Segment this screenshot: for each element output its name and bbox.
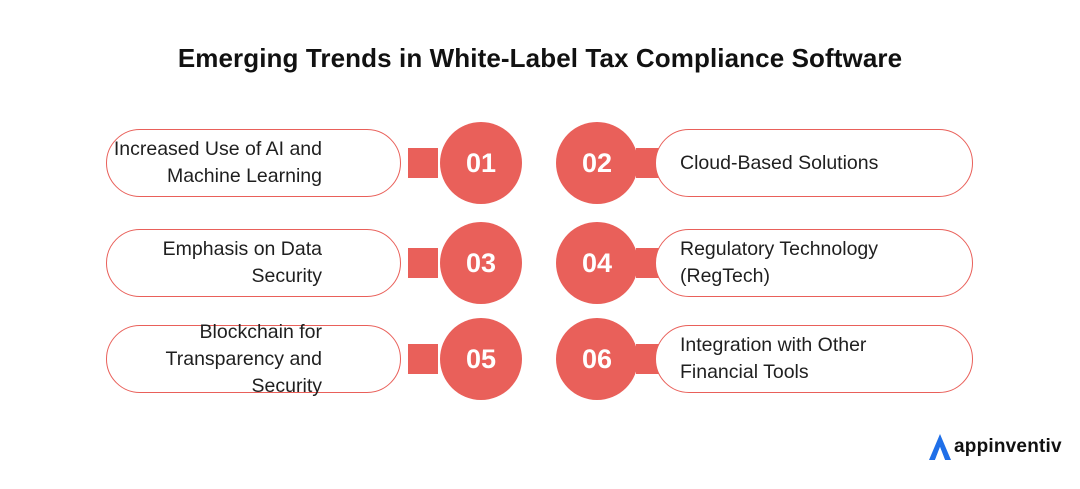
connector-05 [408,344,438,374]
trend-label-02: Cloud-Based Solutions [680,151,879,174]
trend-card-02: Cloud-Based Solutions [655,129,973,197]
trend-label-05: Blockchain for Transparency and Security [165,320,322,397]
trend-label-03: Emphasis on Data Security [162,238,322,287]
brand-logo: appinventiv [928,432,1062,462]
logo-text: appinventiv [954,436,1062,457]
trend-card-01: Increased Use of AI and Machine Learning [106,129,401,197]
trend-number-03: 03 [440,222,522,304]
trend-number-02: 02 [556,122,638,204]
trend-number-05: 05 [440,318,522,400]
trend-number-04: 04 [556,222,638,304]
trend-label-06: Integration with Other Financial Tools [680,334,867,383]
trend-card-05: Blockchain for Transparency and Security [106,321,401,397]
trend-card-06: Integration with Other Financial Tools [655,325,973,393]
page-title: Emerging Trends in White-Label Tax Compl… [177,43,903,73]
connector-01 [408,148,438,178]
appinventiv-logo-icon [928,433,952,461]
trend-label-01: Increased Use of AI and Machine Learning [113,138,322,187]
trend-number-06: 06 [556,318,638,400]
trend-card-03: Emphasis on Data Security [106,229,401,297]
connector-03 [408,248,438,278]
trend-label-04: Regulatory Technology (RegTech) [680,238,879,287]
trend-card-04: Regulatory Technology (RegTech) [655,229,973,297]
trend-number-01: 01 [440,122,522,204]
